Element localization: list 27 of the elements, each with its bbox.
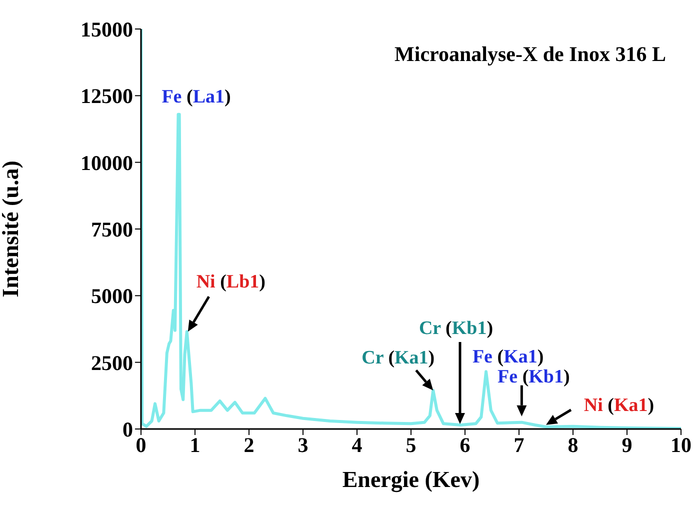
x-axis-title: Energie (Kev) [342,467,480,493]
x-tick-label: 10 [670,432,692,457]
y-tick-label: 7500 [91,217,133,242]
x-tick-label: 1 [190,432,200,457]
y-tick-label: 10000 [80,150,133,175]
annotation: Cr (Ka1) [362,346,435,368]
x-tick-label: 3 [298,432,308,457]
y-tick-label: 15000 [80,17,133,42]
annotation: Fe (Ka1) [472,346,544,368]
x-tick-label: 2 [244,432,254,457]
x-tick-label: 8 [568,432,578,457]
y-axis-title: Intensité (u.a) [0,160,24,298]
y-tick-label: 5000 [91,284,133,308]
annotation: Ni (Ka1) [584,394,654,416]
x-tick-label: 9 [622,432,632,457]
annotation: Ni (Lb1) [196,271,266,292]
y-tick-label: 12500 [80,84,133,108]
annotation: Fe (Kb1) [498,366,570,387]
y-tick-label: 2500 [91,350,133,375]
x-tick-label: 5 [406,432,416,457]
x-tick-label: 6 [460,432,470,457]
y-tick-label: 0 [122,417,133,442]
text: Microanalyse-X de Inox 316 L [394,42,666,67]
x-tick-label: 4 [352,432,363,457]
x-tick-label: 7 [514,432,524,457]
annotation: Fe (La1) [162,86,231,107]
annotation: Cr (Kb1) [418,318,494,338]
